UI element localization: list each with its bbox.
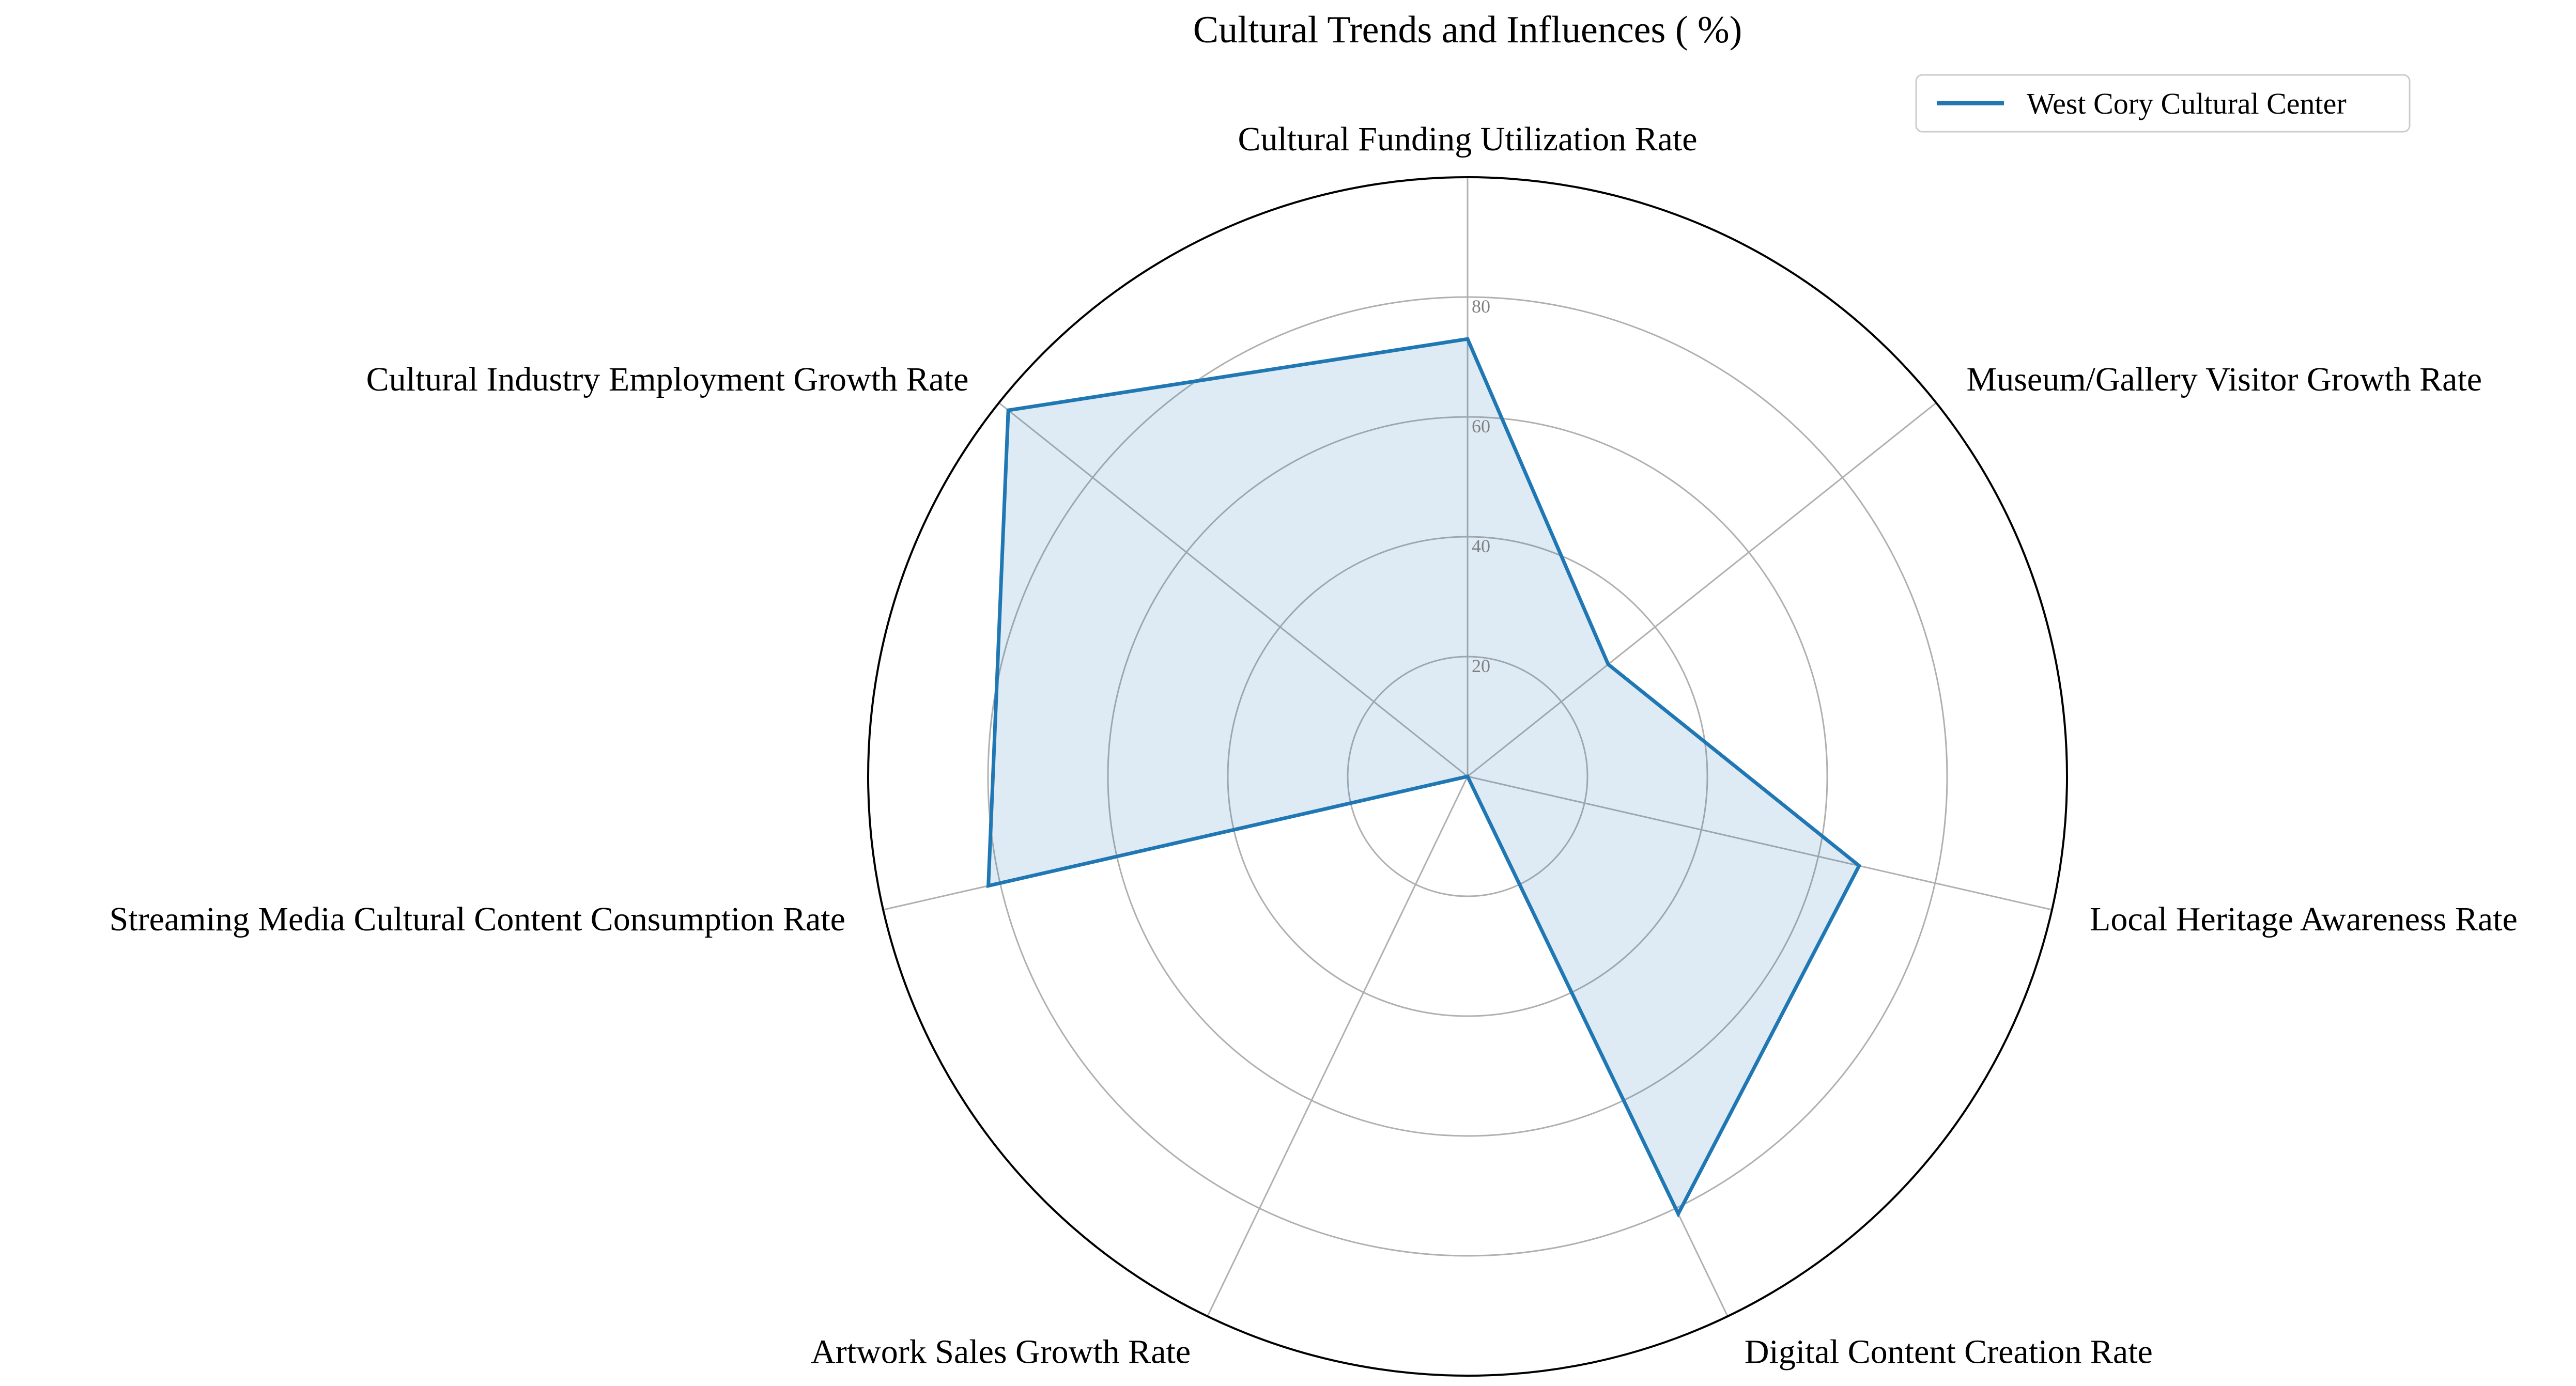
series-line-west-cory-cultural-center	[986, 337, 1862, 1218]
radial-tick-labels: 20 40 60 80	[1472, 296, 1490, 676]
r-tick-label-80: 80	[1472, 296, 1490, 317]
r-tick-label-60: 60	[1472, 416, 1490, 437]
category-labels: Cultural Funding Utilization Rate Museum/…	[110, 120, 2518, 1371]
category-label-cultural-industry-employment-growth-rate: Cultural Industry Employment Growth Rate	[366, 361, 969, 398]
spoke-local-heritage-awareness-rate	[1467, 775, 2053, 911]
spoke-cultural-industry-employment-growth-rate	[998, 402, 1468, 777]
series-layer	[986, 337, 1862, 1218]
category-label-streaming-media-cultural-content-consumption-rate: Streaming Media Cultural Content Consump…	[110, 900, 845, 938]
category-label-digital-content-creation-rate: Digital Content Creation Rate	[1745, 1333, 2153, 1371]
spoke-museum-gallery-visitor-growth-rate	[1467, 402, 1937, 777]
category-label-local-heritage-awareness-rate: Local Heritage Awareness Rate	[2090, 900, 2518, 938]
category-label-cultural-funding-utilization-rate: Cultural Funding Utilization Rate	[1238, 120, 1697, 158]
legend-box	[1915, 74, 2411, 133]
spoke-artwork-sales-growth-rate	[1207, 776, 1469, 1317]
chart-title: Cultural Trends and Influences ( %)	[1193, 9, 1742, 51]
r-tick-label-40: 40	[1472, 536, 1490, 556]
legend: West Cory Cultural Center	[1915, 74, 2411, 133]
category-label-museum-gallery-visitor-growth-rate: Museum/Gallery Visitor Growth Rate	[1967, 361, 2482, 398]
category-label-artwork-sales-growth-rate: Artwork Sales Growth Rate	[811, 1333, 1191, 1371]
r-tick-label-20: 20	[1472, 656, 1490, 676]
legend-label-west-cory-cultural-center: West Cory Cultural Center	[2027, 87, 2347, 120]
series-fill-west-cory-cultural-center	[988, 339, 1859, 1214]
outer-frame	[867, 176, 2068, 1377]
